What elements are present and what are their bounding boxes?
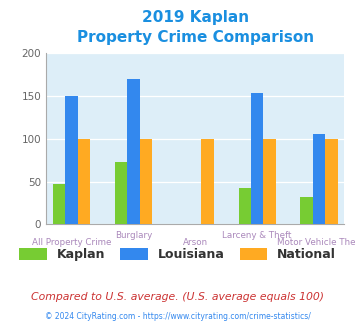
- Text: Burglary: Burglary: [115, 231, 152, 240]
- Bar: [201, 139, 214, 224]
- Text: Arson: Arson: [183, 238, 208, 247]
- Bar: [78, 139, 90, 224]
- Bar: [300, 197, 313, 224]
- Text: All Property Crime: All Property Crime: [32, 238, 111, 247]
- Bar: [239, 187, 251, 224]
- Bar: [53, 184, 65, 224]
- Text: Larceny & Theft: Larceny & Theft: [223, 231, 292, 240]
- Bar: [325, 139, 338, 224]
- Title: 2019 Kaplan
Property Crime Comparison: 2019 Kaplan Property Crime Comparison: [77, 10, 314, 45]
- Bar: [263, 139, 276, 224]
- Text: Motor Vehicle Theft: Motor Vehicle Theft: [277, 238, 355, 247]
- Text: © 2024 CityRating.com - https://www.cityrating.com/crime-statistics/: © 2024 CityRating.com - https://www.city…: [45, 312, 310, 321]
- Bar: [140, 139, 152, 224]
- Bar: [313, 134, 325, 224]
- Bar: [65, 96, 78, 224]
- Bar: [251, 93, 263, 224]
- Bar: [127, 79, 140, 224]
- Legend: Kaplan, Louisiana, National: Kaplan, Louisiana, National: [14, 243, 341, 266]
- Text: Compared to U.S. average. (U.S. average equals 100): Compared to U.S. average. (U.S. average …: [31, 292, 324, 302]
- Bar: [115, 162, 127, 224]
